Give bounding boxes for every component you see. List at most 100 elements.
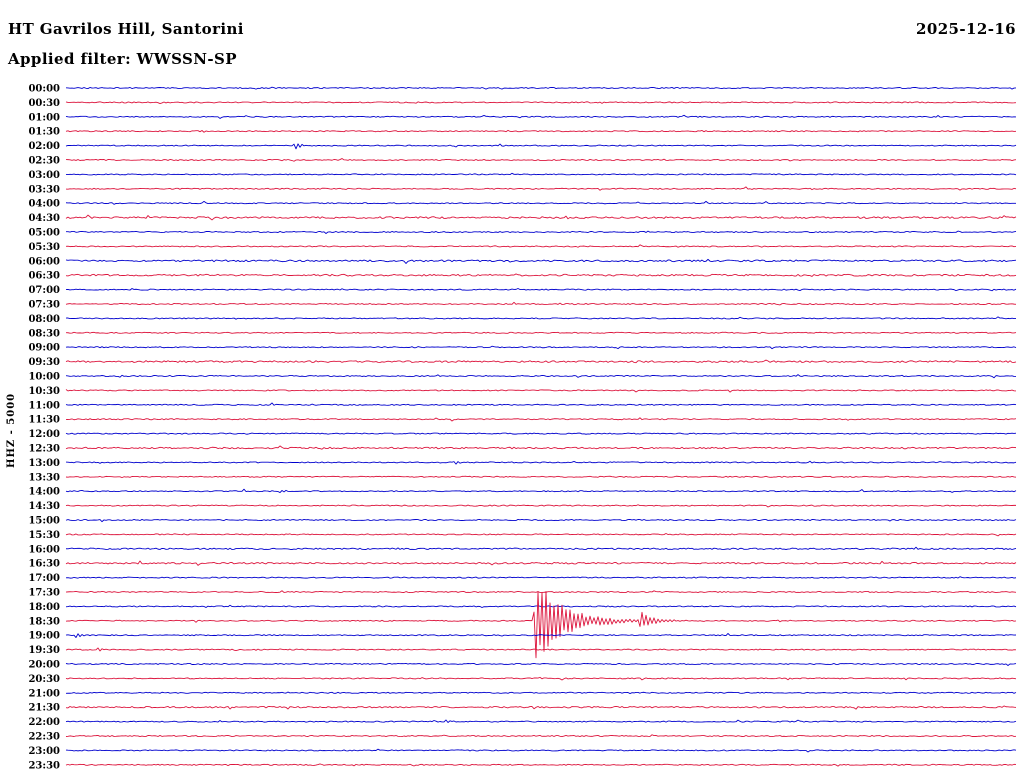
time-label: 02:30 (28, 156, 60, 167)
trace-row (65, 647, 1017, 652)
trace-row (65, 389, 1017, 393)
trace-row (65, 129, 1017, 133)
time-label: 20:00 (28, 660, 60, 671)
time-label: 12:30 (28, 444, 60, 455)
time-label: 23:00 (28, 746, 60, 757)
trace-row (65, 273, 1017, 277)
time-label: 19:00 (28, 631, 60, 642)
time-label: 15:30 (28, 530, 60, 541)
trace-row (65, 432, 1017, 435)
time-label: 02:00 (28, 141, 60, 152)
time-label: 01:30 (28, 127, 60, 138)
trace-row (65, 114, 1017, 119)
time-label: 21:30 (28, 703, 60, 714)
trace-row (65, 604, 1017, 608)
time-label: 23:30 (28, 760, 60, 771)
trace-row (65, 374, 1017, 379)
time-label: 15:00 (28, 516, 60, 527)
time-label: 19:30 (28, 645, 60, 656)
trace-row (65, 158, 1017, 162)
time-label: 03:30 (28, 184, 60, 195)
time-label: 16:30 (28, 559, 60, 570)
trace-row (65, 288, 1017, 292)
time-label: 09:30 (28, 357, 60, 368)
time-label: 18:30 (28, 616, 60, 627)
station-title: HT Gavrilos Hill, Santorini (8, 20, 244, 38)
trace-row (65, 301, 1017, 306)
time-label: 18:00 (28, 602, 60, 613)
trace-row (65, 591, 1017, 659)
trace-row (65, 460, 1017, 465)
trace-row (65, 633, 1017, 638)
trace-row (65, 200, 1017, 205)
time-label: 12:00 (28, 429, 60, 440)
time-label: 13:30 (28, 472, 60, 483)
time-label: 03:00 (28, 170, 60, 181)
time-label: 10:30 (28, 386, 60, 397)
trace-row (65, 488, 1017, 494)
trace-row (65, 186, 1017, 191)
trace-row (65, 533, 1017, 537)
time-label: 05:00 (28, 228, 60, 239)
time-label: 13:00 (28, 458, 60, 469)
time-label: 22:00 (28, 717, 60, 728)
time-label: 04:30 (28, 213, 60, 224)
trace-row (65, 244, 1017, 248)
time-label: 21:00 (28, 688, 60, 699)
time-label: 16:00 (28, 544, 60, 555)
trace-row (65, 417, 1017, 422)
record-date: 2025-12-16 (916, 20, 1016, 38)
trace-row (65, 214, 1017, 221)
time-label: 17:00 (28, 573, 60, 584)
trace-row (65, 316, 1016, 320)
time-label: 17:30 (28, 588, 60, 599)
time-label: 11:30 (28, 415, 60, 426)
time-label: 06:00 (28, 256, 60, 267)
time-label: 04:00 (28, 199, 60, 210)
trace-row (65, 402, 1017, 406)
trace-row (65, 445, 1017, 450)
time-label: 14:00 (28, 487, 60, 498)
trace-row (65, 734, 1017, 738)
trace-row (65, 172, 1017, 176)
trace-row (65, 576, 1017, 579)
trace-row (65, 705, 1017, 710)
time-label: 22:30 (28, 732, 60, 743)
trace-row (65, 101, 1017, 105)
time-label: 14:30 (28, 501, 60, 512)
trace-row (65, 719, 1017, 723)
time-label: 09:00 (28, 343, 60, 354)
trace-row (65, 590, 1017, 593)
time-label: 05:30 (28, 242, 60, 253)
trace-row (65, 504, 1016, 508)
trace-row (65, 763, 1017, 767)
trace-row (65, 345, 1017, 350)
trace-row (65, 748, 1017, 753)
trace-row (65, 86, 1017, 90)
time-label: 20:30 (28, 674, 60, 685)
time-label: 10:00 (28, 372, 60, 383)
applied-filter-label: Applied filter: WWSSN-SP (8, 50, 237, 68)
trace-row (65, 359, 1017, 364)
trace-row (65, 143, 1017, 150)
trace-row (65, 560, 1017, 566)
trace-row (65, 331, 1017, 334)
trace-row (65, 258, 1017, 264)
trace-row (65, 676, 1017, 681)
trace-row (65, 475, 1017, 479)
time-label: 06:30 (28, 271, 60, 282)
time-label: 00:30 (28, 98, 60, 109)
time-label: 11:00 (28, 400, 60, 411)
time-label: 07:30 (28, 300, 60, 311)
trace-row (65, 691, 1017, 694)
time-label: 08:00 (28, 314, 60, 325)
trace-row (65, 230, 1017, 234)
time-label: 01:00 (28, 112, 60, 123)
trace-row (65, 663, 1017, 666)
time-label: 00:00 (28, 84, 60, 95)
trace-row (65, 546, 1017, 550)
trace-row (65, 518, 1017, 523)
time-label: 08:30 (28, 328, 60, 339)
time-label: 07:00 (28, 285, 60, 296)
